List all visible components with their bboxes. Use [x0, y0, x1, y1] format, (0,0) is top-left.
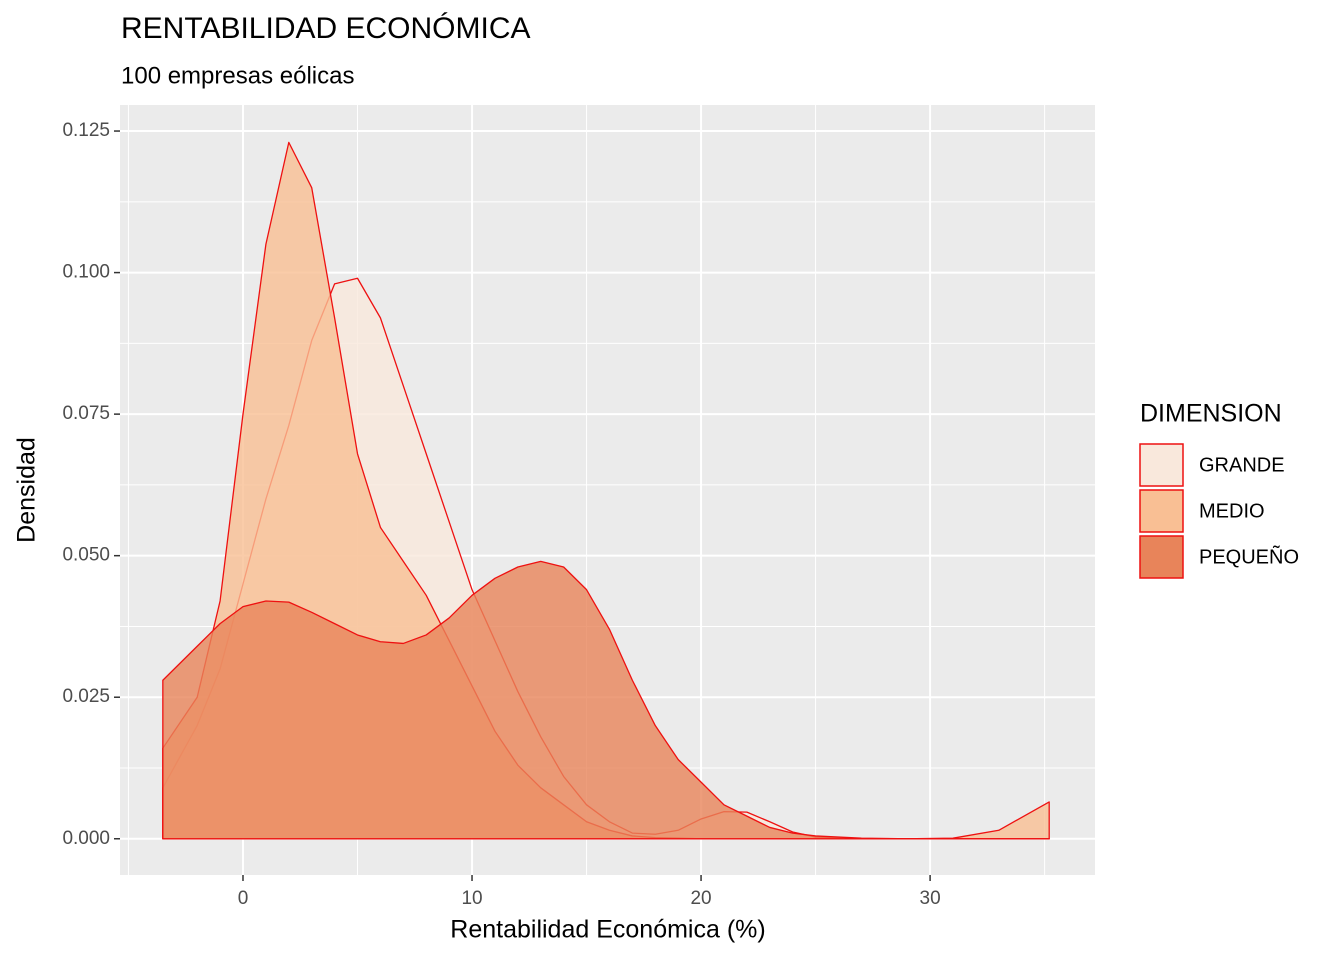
density-area [162, 560, 1050, 840]
y-tick-label: 0.100 [62, 262, 110, 283]
y-axis-title: Densidad [13, 437, 41, 543]
legend-label: GRANDE [1199, 454, 1285, 476]
y-tick-label: 0.000 [62, 828, 110, 849]
y-tick-label: 0.025 [62, 686, 110, 707]
x-tick-label: 10 [461, 888, 482, 909]
chart-title: RENTABILIDAD ECONÓMICA [121, 12, 531, 45]
legend-key [1139, 535, 1184, 579]
x-tick-label: 0 [238, 888, 249, 909]
legend: GRANDE MEDIO PEQUEÑO [1139, 443, 1299, 579]
x-axis-title: Rentabilidad Económica (%) [450, 916, 765, 944]
x-tick-label: 20 [690, 888, 711, 909]
chart-subtitle: 100 empresas eólicas [121, 62, 354, 89]
legend-key [1139, 489, 1184, 533]
y-tick-label: 0.075 [62, 403, 110, 424]
y-tick-label: 0.125 [62, 120, 110, 141]
legend-label: MEDIO [1199, 500, 1265, 522]
x-tick-label: 30 [920, 888, 941, 909]
areas [162, 141, 1050, 840]
y-tick-label: 0.050 [62, 545, 110, 566]
legend-label: PEQUEÑO [1199, 544, 1299, 568]
legend-title: DIMENSION [1140, 400, 1282, 428]
axes: 0 10 20 30 0.000 0.025 0.050 0.075 0.100 0.125 [62, 120, 940, 909]
legend-key [1139, 443, 1184, 487]
